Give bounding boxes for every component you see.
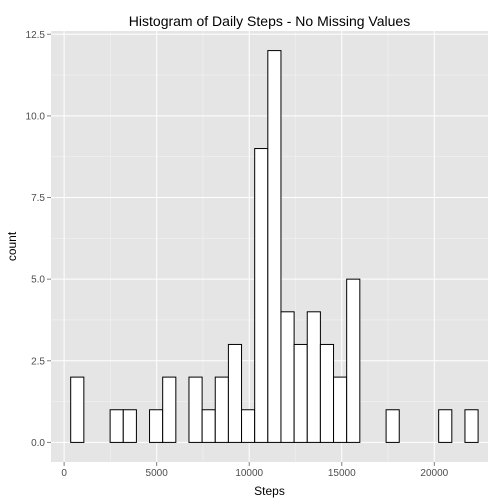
histogram-bar (254, 148, 269, 443)
histogram-bar (227, 343, 243, 443)
histogram-bar (464, 409, 479, 443)
x-tick-label: 5000 (146, 468, 169, 479)
histogram-bar (70, 376, 85, 443)
histogram-bar (346, 278, 361, 443)
tick-labels: 0 5000 10000 15000 20000 0.0 2.5 5.0 7.5 10.0 12.5 (26, 30, 449, 479)
x-tick-label: 20000 (420, 468, 448, 479)
x-tick-label: 0 (61, 468, 67, 479)
histogram-bar (267, 50, 282, 443)
histogram-bar (109, 409, 124, 443)
histogram-bar (188, 376, 203, 443)
histogram-bar (306, 311, 321, 443)
histogram-bar (201, 409, 216, 443)
histogram-bar (280, 311, 295, 443)
y-axis-title: count (5, 231, 19, 261)
y-tick-label: 0.0 (31, 438, 45, 449)
histogram-bar (319, 343, 335, 443)
y-tick-label: 2.5 (31, 356, 45, 367)
histogram-bar (122, 409, 137, 443)
histogram-bar (162, 376, 177, 443)
histogram-bar (149, 409, 164, 443)
histogram-bar (385, 409, 400, 443)
histogram-bar (214, 376, 229, 443)
x-tick-label: 10000 (235, 468, 263, 479)
y-tick-label: 7.5 (31, 193, 45, 204)
y-tick-label: 10.0 (26, 111, 46, 122)
histogram-bar (293, 343, 308, 443)
y-tick-label: 12.5 (26, 30, 46, 41)
x-tick-label: 15000 (328, 468, 356, 479)
histogram-bars (70, 50, 479, 443)
histogram-bar (333, 376, 348, 443)
axis-ticks (47, 33, 435, 466)
y-tick-label: 5.0 (31, 275, 45, 286)
histogram-bar (241, 409, 256, 443)
x-axis-title: Steps (254, 484, 285, 498)
histogram-bar (438, 409, 453, 443)
chart-title: Histogram of Daily Steps - No Missing Va… (129, 13, 410, 29)
